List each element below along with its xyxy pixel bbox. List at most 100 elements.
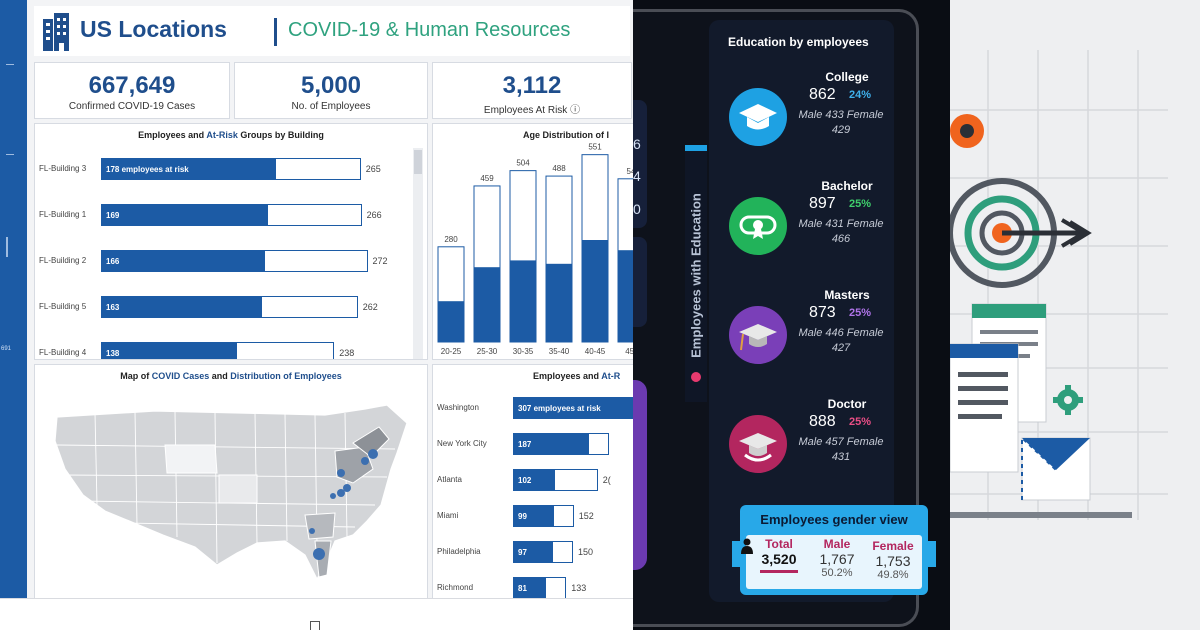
gender-view-card[interactable]: Employees gender view Total 3,520 Male 1… bbox=[732, 505, 936, 595]
scrollbar[interactable] bbox=[413, 148, 423, 359]
baseline-bar bbox=[950, 512, 1132, 518]
kpi-employees[interactable]: 5,000 No. of Employees bbox=[234, 62, 428, 119]
gender-male: Male 1,767 50.2% bbox=[808, 537, 866, 579]
city-bar-row[interactable]: Miami 99 152 bbox=[433, 505, 633, 527]
kpi-value: 667,649 bbox=[88, 72, 176, 99]
bar-at-risk bbox=[102, 205, 268, 225]
title-part: and bbox=[209, 371, 231, 381]
building-icon bbox=[43, 13, 69, 51]
side-tick bbox=[6, 64, 14, 65]
age-bar-total-label: 488 bbox=[552, 164, 566, 173]
degree-percent: 25% bbox=[849, 416, 872, 428]
bar-label: FL-Building 1 bbox=[39, 210, 87, 219]
degree-college[interactable]: College 862 24% Male 433 Female 429 bbox=[709, 70, 894, 170]
degree-masters[interactable]: Masters 873 25% Male 446 Female 427 bbox=[709, 288, 894, 388]
target-arrow-icon bbox=[950, 178, 1092, 288]
education-title: Education by employees bbox=[728, 35, 869, 49]
building-bar-row[interactable]: FL-Building 2 166 272 bbox=[35, 250, 427, 272]
building-bar-row[interactable]: FL-Building 5 163 262 bbox=[35, 296, 427, 318]
masters-cap-icon bbox=[729, 306, 787, 364]
bar-total: 178 employees at risk bbox=[101, 158, 361, 180]
city-bar-row[interactable]: Richmond 81 133 bbox=[433, 577, 633, 599]
age-bar-at-risk[interactable] bbox=[582, 240, 608, 342]
us-map[interactable] bbox=[35, 365, 427, 599]
side-kpi-digit: 4 bbox=[633, 168, 641, 184]
bar-value-label: 99 bbox=[518, 512, 527, 521]
bar-value-label: 187 bbox=[518, 440, 532, 449]
bar-total: 187 bbox=[513, 433, 609, 455]
bar-at-risk bbox=[514, 506, 554, 526]
bar-value-label: 97 bbox=[518, 548, 527, 557]
city-at-risk-chart: Employees and At-R Washington 307 employe… bbox=[432, 364, 633, 600]
city-bar-row[interactable]: Washington 307 employees at risk bbox=[433, 397, 633, 419]
bar-label: New York City bbox=[437, 439, 487, 448]
gender-title: Employees gender view bbox=[760, 512, 908, 527]
kpi-label: Confirmed COVID-19 Cases bbox=[68, 101, 196, 112]
bar-total-label: 238 bbox=[339, 348, 355, 358]
degree-bachelor[interactable]: Bachelor 897 25% Male 431 Female 466 bbox=[709, 179, 894, 279]
degree-name: Bachelor bbox=[821, 179, 873, 193]
city-bar-row[interactable]: New York City 187 bbox=[433, 433, 633, 455]
degree-name: College bbox=[825, 70, 869, 84]
building-bar-row[interactable]: FL-Building 1 169 266 bbox=[35, 204, 427, 226]
resize-handle[interactable] bbox=[310, 621, 320, 630]
vertical-label: Employees with Education bbox=[688, 193, 704, 358]
age-bar-at-risk[interactable] bbox=[438, 301, 464, 342]
bar-at-risk bbox=[514, 578, 547, 598]
building-bar-row[interactable]: FL-Building 4 138 238 bbox=[35, 342, 427, 359]
degree-percent: 24% bbox=[849, 89, 872, 101]
degree-doctor[interactable]: Doctor 888 25% Male 457 Female 431 bbox=[709, 397, 894, 497]
kpi-label: No. of Employees bbox=[291, 101, 371, 112]
side-panel-box bbox=[633, 237, 647, 327]
city-bar-row[interactable]: Philadelphia 97 150 bbox=[433, 541, 633, 563]
age-category-label: 25-30 bbox=[477, 347, 498, 356]
moon-icon[interactable] bbox=[865, 29, 883, 53]
degree-name: Doctor bbox=[827, 397, 867, 411]
title-highlight: COVID Cases bbox=[151, 371, 210, 381]
degree-gender-split: Male 457 Female 431 bbox=[798, 436, 884, 463]
kpi-label: Employees At Risk ⓘ bbox=[483, 105, 581, 116]
chart-title: Employees and At-Risk Groups by Building bbox=[35, 130, 427, 140]
age-bar-at-risk[interactable] bbox=[474, 267, 500, 342]
age-category-label: 35-40 bbox=[549, 347, 570, 356]
city-bar-row[interactable]: Atlanta 102 2( bbox=[433, 469, 633, 491]
bar-total: 102 bbox=[513, 469, 598, 491]
age-bar-at-risk[interactable] bbox=[510, 260, 536, 342]
covid-hr-dashboard: 691 US Locations COVID-19 & Human Resour… bbox=[0, 0, 633, 630]
degree-gender-split: Male 446 Female 427 bbox=[798, 327, 884, 354]
chart-title: Map of COVID Cases and Distribution of E… bbox=[35, 371, 427, 381]
bar-value-label: 163 bbox=[106, 303, 120, 312]
page-subtitle: COVID-19 & Human Resources bbox=[288, 19, 571, 41]
age-bar-at-risk[interactable] bbox=[546, 263, 572, 342]
title-part: Groups by Building bbox=[237, 130, 324, 140]
scrollbar-thumb[interactable] bbox=[414, 150, 422, 174]
kpi-at-risk[interactable]: 3,112 Employees At Risk ⓘ bbox=[432, 62, 632, 119]
gender-total: Total 3,520 bbox=[750, 537, 808, 573]
degree-count: 862 bbox=[809, 86, 836, 103]
building-bar-row[interactable]: FL-Building 3 178 employees at risk 265 bbox=[35, 158, 427, 180]
age-category-label: 20-25 bbox=[441, 347, 462, 356]
bar-total: 166 bbox=[101, 250, 368, 272]
age-bar-total-label: 504 bbox=[516, 159, 530, 168]
total-value: 3,520 bbox=[761, 551, 797, 567]
age-distribution-chart: Age Distribution of I 280 20-25 459 25-30 50… bbox=[432, 123, 633, 360]
bar-total-label: 265 bbox=[365, 164, 381, 174]
document-icon bbox=[950, 303, 1047, 473]
side-kpi-digit: 6 bbox=[633, 136, 641, 152]
age-bar-at-risk[interactable] bbox=[618, 250, 633, 342]
kpi-confirmed-cases[interactable]: 667,649 Confirmed COVID-19 Cases bbox=[34, 62, 230, 119]
degree-count: 888 bbox=[809, 413, 836, 430]
kpi-value: 5,000 bbox=[300, 72, 362, 99]
title-highlight: At-R bbox=[601, 371, 621, 381]
covid-map-card: Map of COVID Cases and Distribution of E… bbox=[34, 364, 428, 600]
title-highlight: Distribution of Employees bbox=[230, 371, 342, 381]
side-number: 691 bbox=[1, 346, 12, 352]
indicator-dot bbox=[691, 372, 701, 382]
bar-label: Miami bbox=[437, 511, 459, 520]
title-part: Employees and bbox=[533, 371, 602, 381]
title-part: Map of bbox=[120, 371, 152, 381]
bar-label: FL-Building 2 bbox=[39, 256, 87, 265]
bar-value-label: 138 bbox=[106, 349, 120, 358]
side-tick bbox=[6, 154, 14, 155]
bar-label: FL-Building 4 bbox=[39, 348, 87, 357]
